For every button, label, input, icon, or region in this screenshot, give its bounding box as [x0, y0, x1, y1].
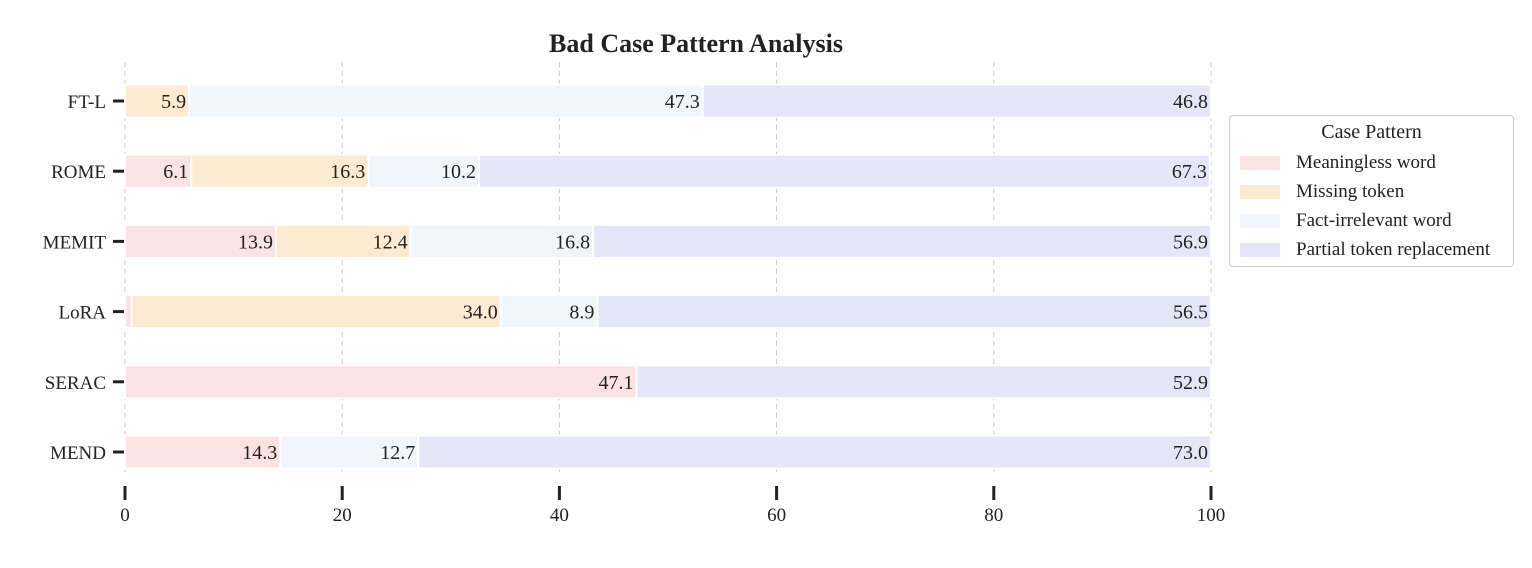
axes: 0 20 40 60 80 100 FT-L ROME MEMIT LoRA SERAC MEND [43, 92, 1226, 526]
bar-segment [190, 153, 370, 189]
bar-segment [124, 364, 638, 400]
data-label: 73.0 [1173, 442, 1208, 464]
bar-segment [279, 434, 420, 470]
bar-segment [124, 153, 193, 189]
data-label: 14.3 [242, 442, 277, 464]
bar-segment [635, 364, 1212, 400]
legend-label: Fact-irrelevant word [1296, 210, 1452, 231]
x-tick-label: 20 [333, 505, 352, 526]
x-tick-label: 0 [120, 505, 130, 526]
x-tick-label: 80 [984, 505, 1003, 526]
y-tick-label: LoRA [59, 303, 107, 324]
data-label: 47.3 [665, 91, 700, 113]
bar-segment [478, 153, 1211, 189]
data-label: 10.2 [441, 161, 476, 183]
bar-segment [274, 223, 412, 259]
legend: Case Pattern Meaningless word Missing to… [1229, 115, 1514, 267]
bar-segment [417, 434, 1213, 470]
data-label: 56.9 [1173, 231, 1208, 253]
data-label: 34.0 [463, 302, 498, 324]
x-tick-label: 60 [767, 505, 786, 526]
data-label: 46.8 [1173, 91, 1208, 113]
legend-swatch [1240, 243, 1280, 257]
bar-segment [124, 83, 191, 119]
bar-segment [367, 153, 481, 189]
chart-title: Bad Case Pattern Analysis [549, 29, 843, 58]
x-tick-label: 40 [550, 505, 569, 526]
bar-segment [188, 83, 704, 119]
data-label: 16.8 [555, 231, 590, 253]
legend-label: Missing token [1296, 181, 1405, 202]
bar-segment [130, 294, 502, 330]
data-label: 16.3 [330, 161, 365, 183]
legend-label: Meaningless word [1296, 152, 1436, 173]
data-label: 13.9 [238, 231, 273, 253]
data-label: 67.3 [1172, 161, 1207, 183]
bar-segment [499, 294, 599, 330]
y-tick-label: ROME [51, 162, 106, 183]
bar-segment [592, 223, 1212, 259]
gridlines [124, 62, 1212, 476]
data-label: 56.5 [1173, 302, 1208, 324]
legend-title: Case Pattern [1321, 121, 1422, 143]
y-tick-label: SERAC [45, 373, 106, 394]
data-label: 6.1 [163, 161, 188, 183]
y-tick-label: MEMIT [43, 232, 107, 253]
bar-segment [701, 83, 1212, 119]
legend-label: Partial token replacement [1296, 239, 1491, 260]
data-label: 8.9 [569, 302, 594, 324]
data-label: 47.1 [599, 372, 634, 394]
y-tick-label: MEND [50, 443, 106, 464]
y-tick-label: FT-L [68, 92, 106, 113]
bar-segment [124, 434, 282, 470]
legend-swatch [1240, 156, 1280, 170]
data-label: 52.9 [1173, 372, 1208, 394]
x-tick-label: 100 [1197, 505, 1226, 526]
data-label: 12.4 [373, 231, 408, 253]
data-label: 12.7 [380, 442, 415, 464]
legend-swatch [1240, 214, 1280, 228]
legend-swatch [1240, 185, 1280, 199]
bar-segment [596, 294, 1212, 330]
bars: 5.9 47.3 46.8 6.1 16.3 10.2 67.3 13.9 12.4 16.8 56… [124, 83, 1213, 470]
data-label: 5.9 [161, 91, 186, 113]
